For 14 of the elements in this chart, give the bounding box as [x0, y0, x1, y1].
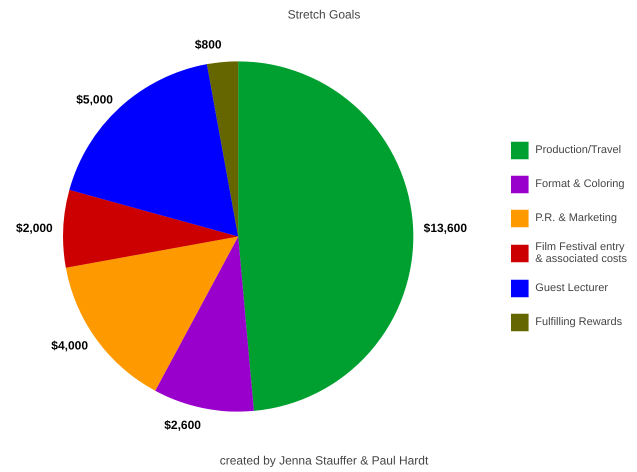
data-label: $4,000 — [51, 338, 88, 353]
data-label: $5,000 — [76, 92, 114, 107]
data-label: $2,600 — [164, 418, 202, 432]
data-label: $800 — [194, 38, 222, 52]
legend-label: Format & Coloring — [535, 178, 625, 190]
data-label: $13,600 — [424, 221, 468, 236]
chart-title: Stretch Goals — [288, 8, 360, 22]
legend-label: Fulfilling Rewards — [535, 316, 622, 328]
legend-label: P.R. & Marketing — [535, 212, 618, 224]
data-label: $2,000 — [16, 221, 54, 236]
text: created by Jenna Stauffer & Paul Hardt — [220, 454, 429, 468]
legend-label: Film Festival entry & associated costs — [535, 241, 627, 265]
legend-label: Production/Travel — [535, 144, 622, 156]
legend-label: Guest Lecturer — [535, 282, 608, 294]
